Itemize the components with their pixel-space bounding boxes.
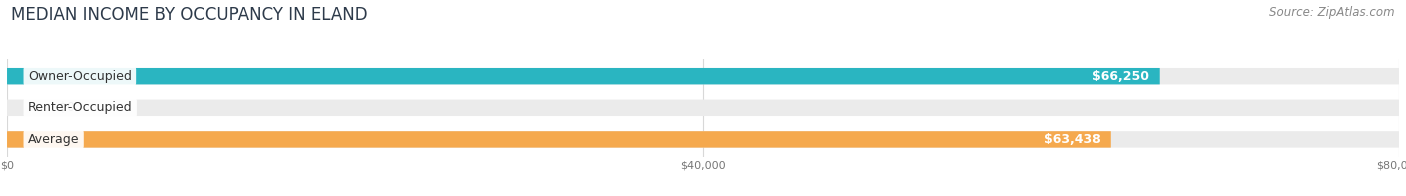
Text: Renter-Occupied: Renter-Occupied (28, 101, 132, 114)
Text: Source: ZipAtlas.com: Source: ZipAtlas.com (1270, 6, 1395, 19)
FancyBboxPatch shape (7, 131, 1399, 148)
FancyBboxPatch shape (7, 68, 1399, 84)
Text: Owner-Occupied: Owner-Occupied (28, 70, 132, 83)
FancyBboxPatch shape (7, 131, 1111, 148)
Text: $63,438: $63,438 (1043, 133, 1101, 146)
Text: MEDIAN INCOME BY OCCUPANCY IN ELAND: MEDIAN INCOME BY OCCUPANCY IN ELAND (11, 6, 368, 24)
Text: Average: Average (28, 133, 79, 146)
FancyBboxPatch shape (7, 68, 1160, 84)
Text: $66,250: $66,250 (1092, 70, 1149, 83)
FancyBboxPatch shape (7, 100, 1399, 116)
Text: $0: $0 (59, 101, 76, 114)
